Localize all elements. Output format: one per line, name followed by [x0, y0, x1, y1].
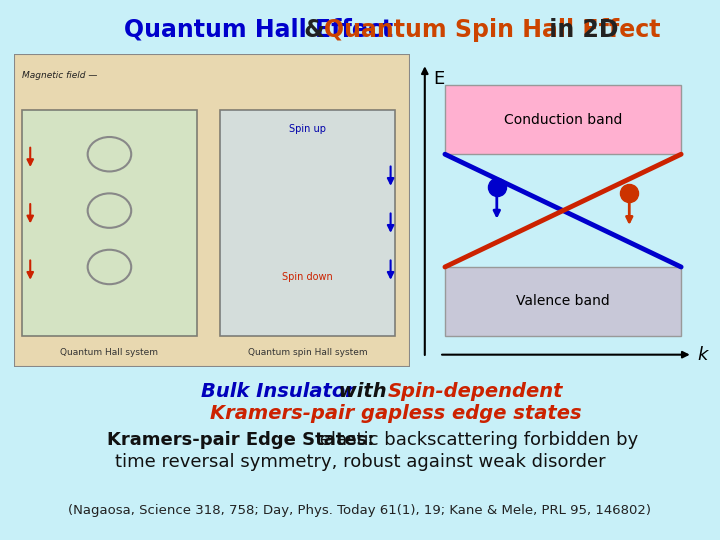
Text: elastic backscattering forbidden by: elastic backscattering forbidden by	[315, 431, 639, 449]
Text: &: &	[297, 18, 333, 42]
Text: Quantum Hall system: Quantum Hall system	[60, 348, 158, 357]
Text: time reversal symmetry, robust against weak disorder: time reversal symmetry, robust against w…	[114, 453, 606, 471]
Text: Magnetic field —: Magnetic field —	[22, 71, 98, 80]
Text: Conduction band: Conduction band	[504, 113, 622, 127]
Text: Valence band: Valence band	[516, 294, 610, 308]
Text: Kramers-pair Edge States:: Kramers-pair Edge States:	[107, 431, 375, 449]
Text: Quantum Hall Effect: Quantum Hall Effect	[124, 18, 393, 42]
Text: (Nagaosa, Science 318, 758; Day, Phys. Today 61(1), 19; Kane & Mele, PRL 95, 146: (Nagaosa, Science 318, 758; Day, Phys. T…	[68, 504, 652, 517]
Text: $k$: $k$	[697, 346, 710, 363]
Text: Spin up: Spin up	[289, 124, 326, 134]
FancyBboxPatch shape	[220, 110, 395, 336]
Text: Spin-dependent: Spin-dependent	[388, 382, 564, 401]
Text: in 2D: in 2D	[541, 18, 619, 42]
Text: Bulk Insulator: Bulk Insulator	[201, 382, 355, 401]
FancyBboxPatch shape	[445, 267, 681, 336]
Text: Quantum spin Hall system: Quantum spin Hall system	[248, 348, 367, 357]
Text: with: with	[332, 382, 393, 401]
FancyBboxPatch shape	[445, 85, 681, 154]
Text: Quantum Spin Hall Effect: Quantum Spin Hall Effect	[324, 18, 660, 42]
Text: E: E	[433, 70, 445, 87]
FancyBboxPatch shape	[22, 110, 197, 336]
Text: Kramers-pair gapless edge states: Kramers-pair gapless edge states	[210, 403, 582, 423]
Text: Spin down: Spin down	[282, 272, 333, 281]
FancyBboxPatch shape	[14, 54, 410, 367]
